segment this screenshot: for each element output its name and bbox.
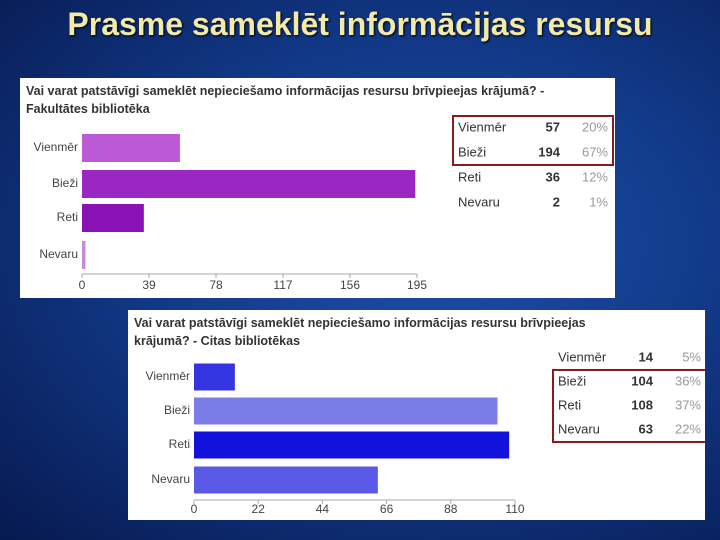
bar [194,397,498,425]
table-percent: 20% [582,119,608,134]
bar [194,363,235,391]
chart: 0 39 78 117 156 195 Vienmēr Vienmēr 57 20% Bieži Bi… [34,115,614,292]
x-tick-label: 88 [444,502,458,516]
x-tick-label: 110 [505,502,524,516]
chart-title: Vai varat patstāvīgi sameklēt nepiecieša… [134,316,586,348]
y-tick-label: Vienmēr [34,140,78,154]
table-category: Nevaru [458,194,500,209]
highlight-box [452,115,614,166]
x-tick-label: 0 [79,278,86,292]
table-count: 194 [538,144,560,159]
x-tick-label: 195 [407,278,427,292]
x-tick-label: 39 [142,278,156,292]
table-count: 36 [546,169,560,184]
y-tick-label: Reti [169,437,190,451]
table-category: Nevaru [558,421,600,436]
chart: 0 22 44 66 88 110 Vienmēr Vienmēr 14 5% Bieži Bieži… [146,349,705,516]
y-tick-label: Nevaru [39,247,78,261]
table-percent: 5% [682,349,701,364]
table-category: Reti [458,169,481,184]
table-count: 2 [553,194,560,209]
x-tick-label: 156 [340,278,360,292]
x-tick-label: 78 [209,278,223,292]
bar [82,170,416,198]
table-count: 108 [631,397,653,412]
table-count: 14 [639,349,654,364]
x-tick-label: 0 [191,502,198,516]
x-tick-label: 44 [316,502,330,516]
table-percent: 12% [582,169,608,184]
x-tick-label: 22 [252,502,266,516]
chart-panel: Vai varat patstāvīgi sameklēt nepiecieša… [128,310,705,520]
table-count: 57 [546,119,560,134]
table-percent: 36% [675,373,701,388]
table-category: Bieži [558,373,586,388]
table-count: 63 [639,421,653,436]
y-tick-label: Vienmēr [146,369,190,383]
table-category: Reti [558,397,581,412]
table-percent: 22% [675,421,701,436]
chart-title: Vai varat patstāvīgi sameklēt nepiecieša… [26,84,545,116]
table-percent: 37% [675,397,701,412]
x-tick-label: 117 [273,278,292,292]
x-tick-label: 66 [380,502,394,516]
bar [194,431,510,459]
table-category: Vienmēr [558,349,607,364]
table-category: Bieži [458,144,486,159]
chart-panel: Vai varat patstāvīgi sameklēt nepiecieša… [20,78,615,298]
y-tick-label: Bieži [164,403,190,417]
table-percent: 67% [582,144,608,159]
bar [82,134,180,162]
slide-title: Prasme sameklēt informācijas resursu [67,6,653,42]
table-category: Vienmēr [458,119,507,134]
y-tick-label: Reti [57,210,78,224]
table-count: 104 [631,373,653,388]
bar [82,241,86,269]
bar [194,466,378,494]
y-tick-label: Nevaru [151,472,190,486]
highlight-box [552,369,705,443]
table-percent: 1% [589,194,608,209]
y-tick-label: Bieži [52,176,78,190]
bar [82,204,144,232]
